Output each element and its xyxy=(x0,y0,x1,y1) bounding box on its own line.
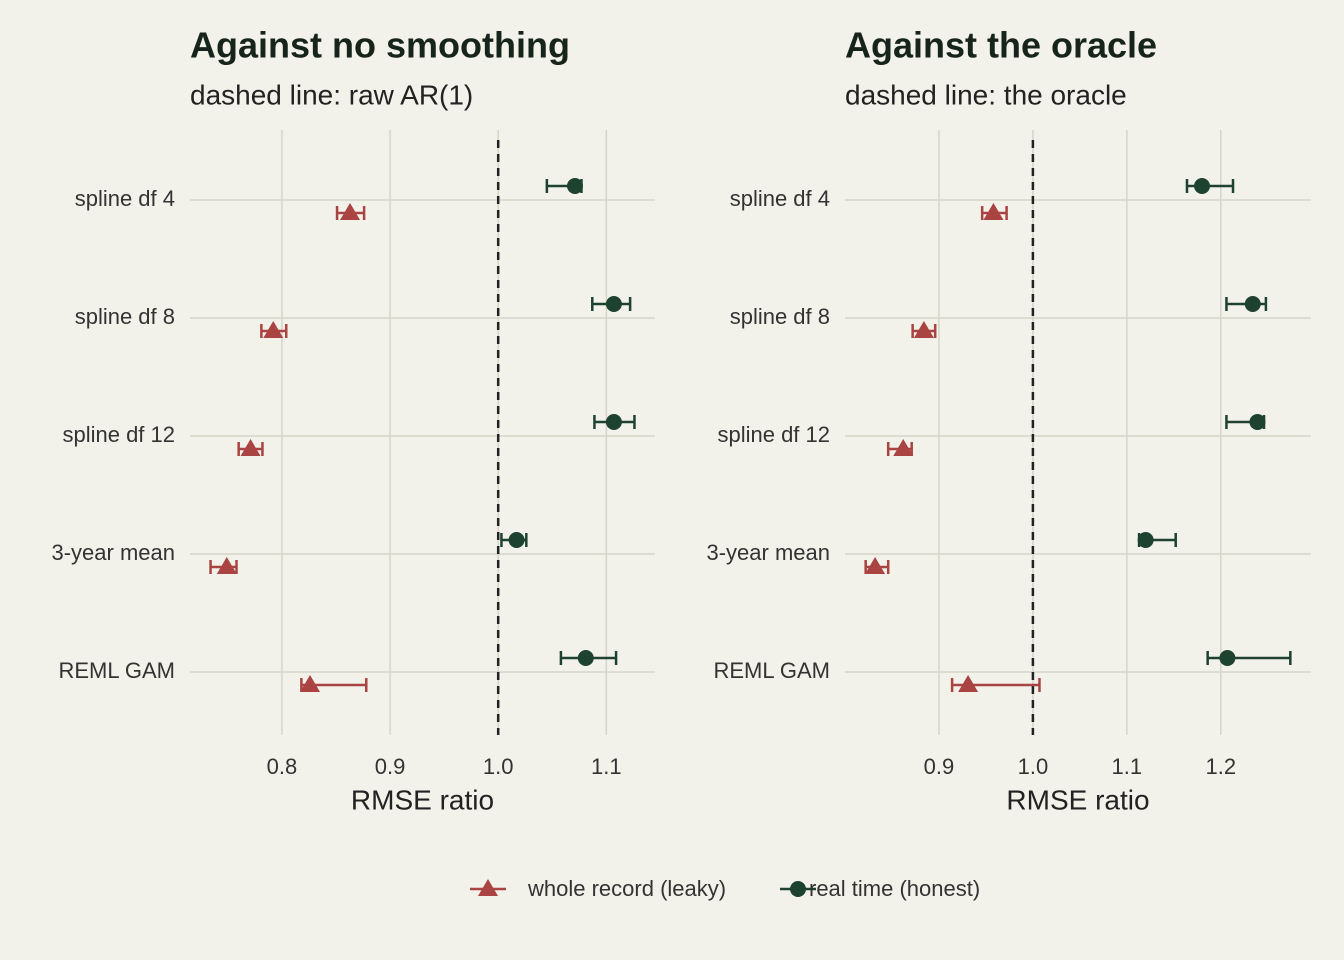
data-point xyxy=(566,178,583,194)
data-point xyxy=(605,296,622,312)
data-point xyxy=(1219,650,1236,666)
x-tick-label: 0.9 xyxy=(375,754,406,779)
y-tick-label: spline df 4 xyxy=(75,186,175,211)
data-point xyxy=(913,321,934,338)
x-axis-title: RMSE ratio xyxy=(1006,784,1149,815)
x-tick-label: 1.2 xyxy=(1206,754,1237,779)
x-tick-label: 0.8 xyxy=(267,754,298,779)
data-point xyxy=(577,650,594,666)
panel-title: Against no smoothing xyxy=(190,25,570,66)
x-tick-label: 0.9 xyxy=(924,754,955,779)
data-point xyxy=(216,557,237,574)
data-point xyxy=(605,414,622,430)
y-tick-label: REML GAM xyxy=(58,658,175,683)
y-tick-label: spline df 12 xyxy=(62,422,175,447)
data-point xyxy=(958,675,979,692)
data-point xyxy=(240,439,261,456)
y-tick-label: spline df 8 xyxy=(730,304,830,329)
data-point xyxy=(893,439,914,456)
data-point xyxy=(983,203,1004,220)
y-tick-label: spline df 4 xyxy=(730,186,830,211)
data-point xyxy=(263,321,284,338)
data-point xyxy=(1244,296,1261,312)
panel-subtitle: dashed line: raw AR(1) xyxy=(190,79,473,110)
data-point xyxy=(508,532,525,548)
data-point xyxy=(340,203,361,220)
x-tick-label: 1.0 xyxy=(1018,754,1049,779)
x-tick-label: 1.1 xyxy=(1112,754,1143,779)
data-point xyxy=(1137,532,1154,548)
y-tick-label: 3-year mean xyxy=(706,540,830,565)
legend-label: real time (honest) xyxy=(809,876,980,901)
legend-label: whole record (leaky) xyxy=(527,876,726,901)
y-tick-label: REML GAM xyxy=(713,658,830,683)
x-tick-label: 1.0 xyxy=(483,754,514,779)
data-point xyxy=(1194,178,1211,194)
y-tick-label: 3-year mean xyxy=(51,540,175,565)
panel-subtitle: dashed line: the oracle xyxy=(845,79,1127,110)
panel-title: Against the oracle xyxy=(845,25,1157,66)
y-tick-label: spline df 8 xyxy=(75,304,175,329)
legend-marker xyxy=(478,879,498,896)
legend-marker xyxy=(790,881,806,897)
x-axis-title: RMSE ratio xyxy=(351,784,494,815)
data-point xyxy=(1249,414,1266,430)
data-point xyxy=(300,675,321,692)
data-point xyxy=(865,557,886,574)
y-tick-label: spline df 12 xyxy=(717,422,830,447)
x-tick-label: 1.1 xyxy=(591,754,622,779)
